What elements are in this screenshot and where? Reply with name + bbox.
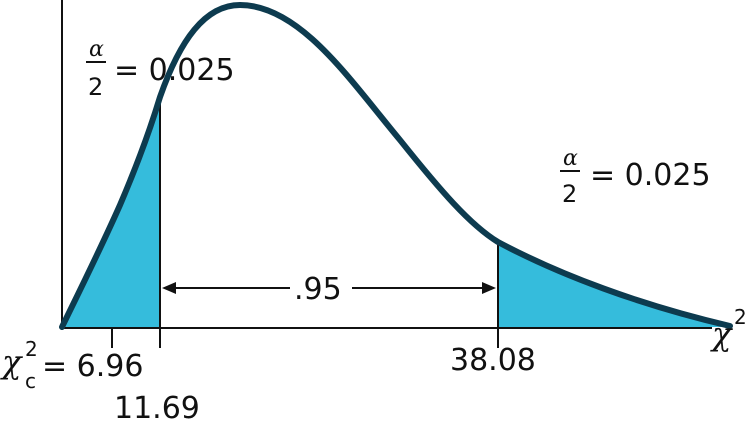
upper-bound-value: 38.08 bbox=[450, 343, 536, 378]
right-tail-value: = 0.025 bbox=[590, 158, 711, 193]
right-alpha-denominator: 2 bbox=[562, 180, 577, 208]
right-tail-shaded-region bbox=[498, 242, 730, 327]
critical-value: = 6.96 bbox=[42, 349, 143, 384]
critical-chi-symbol: χ bbox=[0, 343, 23, 381]
right-alpha-symbol: α bbox=[563, 146, 578, 171]
left-tail-value: = 0.025 bbox=[114, 53, 235, 88]
density-curve bbox=[59, 1, 733, 330]
right-tail-label: α 2 = 0.025 bbox=[560, 146, 711, 208]
x-axis-label: χ 2 bbox=[710, 305, 747, 353]
lower-bound-value: 11.69 bbox=[114, 391, 200, 426]
middle-area-label: .95 bbox=[294, 272, 342, 307]
x-axis-chi-symbol: χ bbox=[710, 315, 733, 353]
critical-subscript: c bbox=[25, 369, 36, 393]
left-tail-shaded-region bbox=[62, 97, 160, 327]
middle-span-arrow bbox=[162, 282, 496, 294]
x-axis-superscript: 2 bbox=[734, 305, 747, 329]
left-tail-label: α 2 = 0.025 bbox=[86, 37, 235, 101]
left-alpha-denominator: 2 bbox=[88, 73, 103, 101]
critical-value-label: χ 2 c = 6.96 bbox=[0, 337, 143, 393]
critical-superscript: 2 bbox=[25, 337, 38, 361]
left-alpha-symbol: α bbox=[89, 37, 104, 62]
